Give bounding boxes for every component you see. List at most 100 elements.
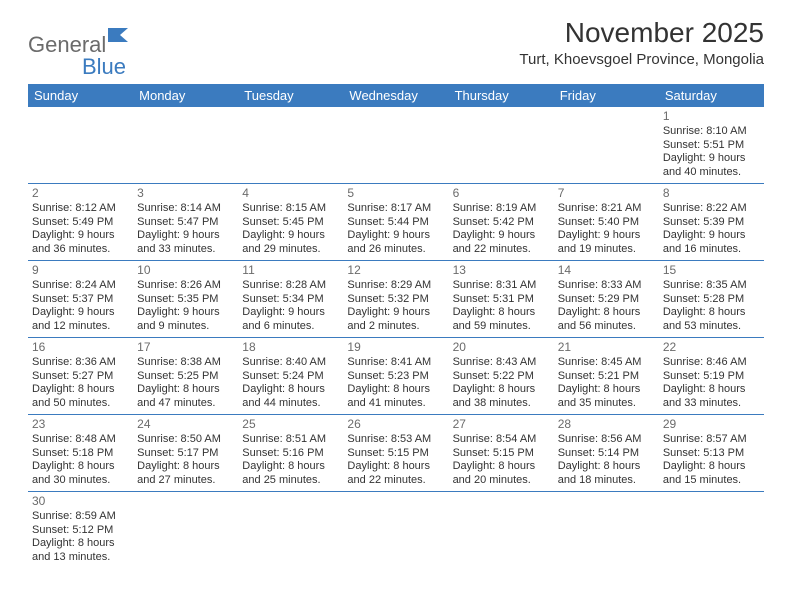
day-d2: and 13 minutes. <box>32 551 129 565</box>
day-sr: Sunrise: 8:29 AM <box>347 279 444 293</box>
day-number: 28 <box>558 417 655 432</box>
day-d1: Daylight: 8 hours <box>558 460 655 474</box>
title-block: November 2025 Turt, Khoevsgoel Province,… <box>519 18 764 68</box>
calendar-day: 30Sunrise: 8:59 AMSunset: 5:12 PMDayligh… <box>28 491 133 568</box>
day-d2: and 38 minutes. <box>453 397 550 411</box>
day-number: 9 <box>32 263 129 278</box>
calendar-day: 24Sunrise: 8:50 AMSunset: 5:17 PMDayligh… <box>133 414 238 491</box>
calendar-day: 2Sunrise: 8:12 AMSunset: 5:49 PMDaylight… <box>28 183 133 260</box>
day-d1: Daylight: 9 hours <box>347 306 444 320</box>
day-number: 18 <box>242 340 339 355</box>
calendar-page: General November 2025 Turt, Khoevsgoel P… <box>0 0 792 568</box>
calendar-day: 7Sunrise: 8:21 AMSunset: 5:40 PMDaylight… <box>554 183 659 260</box>
day-d1: Daylight: 8 hours <box>453 460 550 474</box>
day-d1: Daylight: 9 hours <box>663 152 760 166</box>
weekday-header: Sunday <box>28 84 133 107</box>
day-ss: Sunset: 5:29 PM <box>558 293 655 307</box>
day-sr: Sunrise: 8:17 AM <box>347 202 444 216</box>
day-number: 12 <box>347 263 444 278</box>
day-sr: Sunrise: 8:57 AM <box>663 433 760 447</box>
day-d2: and 26 minutes. <box>347 243 444 257</box>
day-sr: Sunrise: 8:50 AM <box>137 433 234 447</box>
day-number: 13 <box>453 263 550 278</box>
calendar-body: 1Sunrise: 8:10 AMSunset: 5:51 PMDaylight… <box>28 107 764 568</box>
day-ss: Sunset: 5:34 PM <box>242 293 339 307</box>
day-d2: and 33 minutes. <box>137 243 234 257</box>
day-d2: and 56 minutes. <box>558 320 655 334</box>
calendar-empty <box>659 491 764 568</box>
day-d1: Daylight: 9 hours <box>137 306 234 320</box>
calendar-day: 9Sunrise: 8:24 AMSunset: 5:37 PMDaylight… <box>28 260 133 337</box>
weekday-header: Tuesday <box>238 84 343 107</box>
day-sr: Sunrise: 8:40 AM <box>242 356 339 370</box>
day-sr: Sunrise: 8:28 AM <box>242 279 339 293</box>
calendar-day: 20Sunrise: 8:43 AMSunset: 5:22 PMDayligh… <box>449 337 554 414</box>
calendar-day: 28Sunrise: 8:56 AMSunset: 5:14 PMDayligh… <box>554 414 659 491</box>
day-d2: and 27 minutes. <box>137 474 234 488</box>
day-d2: and 33 minutes. <box>663 397 760 411</box>
day-d1: Daylight: 9 hours <box>242 229 339 243</box>
day-d1: Daylight: 8 hours <box>558 383 655 397</box>
day-number: 2 <box>32 186 129 201</box>
day-d1: Daylight: 8 hours <box>32 383 129 397</box>
day-d1: Daylight: 8 hours <box>137 460 234 474</box>
day-sr: Sunrise: 8:31 AM <box>453 279 550 293</box>
day-d2: and 35 minutes. <box>558 397 655 411</box>
day-sr: Sunrise: 8:15 AM <box>242 202 339 216</box>
calendar-day: 18Sunrise: 8:40 AMSunset: 5:24 PMDayligh… <box>238 337 343 414</box>
day-ss: Sunset: 5:37 PM <box>32 293 129 307</box>
day-sr: Sunrise: 8:19 AM <box>453 202 550 216</box>
day-sr: Sunrise: 8:35 AM <box>663 279 760 293</box>
logo-word2: Blue <box>82 54 126 79</box>
calendar-week: 16Sunrise: 8:36 AMSunset: 5:27 PMDayligh… <box>28 337 764 414</box>
day-number: 25 <box>242 417 339 432</box>
day-number: 14 <box>558 263 655 278</box>
day-ss: Sunset: 5:44 PM <box>347 216 444 230</box>
calendar-week: 23Sunrise: 8:48 AMSunset: 5:18 PMDayligh… <box>28 414 764 491</box>
day-d2: and 12 minutes. <box>32 320 129 334</box>
calendar-day: 26Sunrise: 8:53 AMSunset: 5:15 PMDayligh… <box>343 414 448 491</box>
day-sr: Sunrise: 8:54 AM <box>453 433 550 447</box>
calendar-day: 1Sunrise: 8:10 AMSunset: 5:51 PMDaylight… <box>659 107 764 184</box>
day-ss: Sunset: 5:25 PM <box>137 370 234 384</box>
weekday-header: Wednesday <box>343 84 448 107</box>
day-d1: Daylight: 8 hours <box>347 383 444 397</box>
day-d1: Daylight: 9 hours <box>242 306 339 320</box>
day-d1: Daylight: 8 hours <box>453 383 550 397</box>
day-d2: and 41 minutes. <box>347 397 444 411</box>
day-d1: Daylight: 8 hours <box>137 383 234 397</box>
weekday-header: Thursday <box>449 84 554 107</box>
day-ss: Sunset: 5:18 PM <box>32 447 129 461</box>
calendar-day: 3Sunrise: 8:14 AMSunset: 5:47 PMDaylight… <box>133 183 238 260</box>
location: Turt, Khoevsgoel Province, Mongolia <box>519 51 764 68</box>
day-d1: Daylight: 8 hours <box>663 383 760 397</box>
day-ss: Sunset: 5:32 PM <box>347 293 444 307</box>
day-ss: Sunset: 5:47 PM <box>137 216 234 230</box>
calendar-day: 23Sunrise: 8:48 AMSunset: 5:18 PMDayligh… <box>28 414 133 491</box>
day-d2: and 47 minutes. <box>137 397 234 411</box>
calendar-day: 10Sunrise: 8:26 AMSunset: 5:35 PMDayligh… <box>133 260 238 337</box>
calendar-day: 29Sunrise: 8:57 AMSunset: 5:13 PMDayligh… <box>659 414 764 491</box>
calendar-week: 2Sunrise: 8:12 AMSunset: 5:49 PMDaylight… <box>28 183 764 260</box>
day-sr: Sunrise: 8:56 AM <box>558 433 655 447</box>
day-ss: Sunset: 5:35 PM <box>137 293 234 307</box>
day-d2: and 40 minutes. <box>663 166 760 180</box>
calendar-day: 11Sunrise: 8:28 AMSunset: 5:34 PMDayligh… <box>238 260 343 337</box>
day-d2: and 6 minutes. <box>242 320 339 334</box>
day-ss: Sunset: 5:42 PM <box>453 216 550 230</box>
day-d1: Daylight: 8 hours <box>242 383 339 397</box>
day-d2: and 36 minutes. <box>32 243 129 257</box>
calendar-day: 19Sunrise: 8:41 AMSunset: 5:23 PMDayligh… <box>343 337 448 414</box>
day-ss: Sunset: 5:15 PM <box>453 447 550 461</box>
day-d2: and 16 minutes. <box>663 243 760 257</box>
day-number: 27 <box>453 417 550 432</box>
day-ss: Sunset: 5:21 PM <box>558 370 655 384</box>
day-sr: Sunrise: 8:43 AM <box>453 356 550 370</box>
day-d1: Daylight: 8 hours <box>32 460 129 474</box>
day-sr: Sunrise: 8:26 AM <box>137 279 234 293</box>
day-ss: Sunset: 5:51 PM <box>663 139 760 153</box>
day-d1: Daylight: 9 hours <box>663 229 760 243</box>
day-number: 24 <box>137 417 234 432</box>
day-ss: Sunset: 5:12 PM <box>32 524 129 538</box>
calendar-empty <box>449 107 554 184</box>
